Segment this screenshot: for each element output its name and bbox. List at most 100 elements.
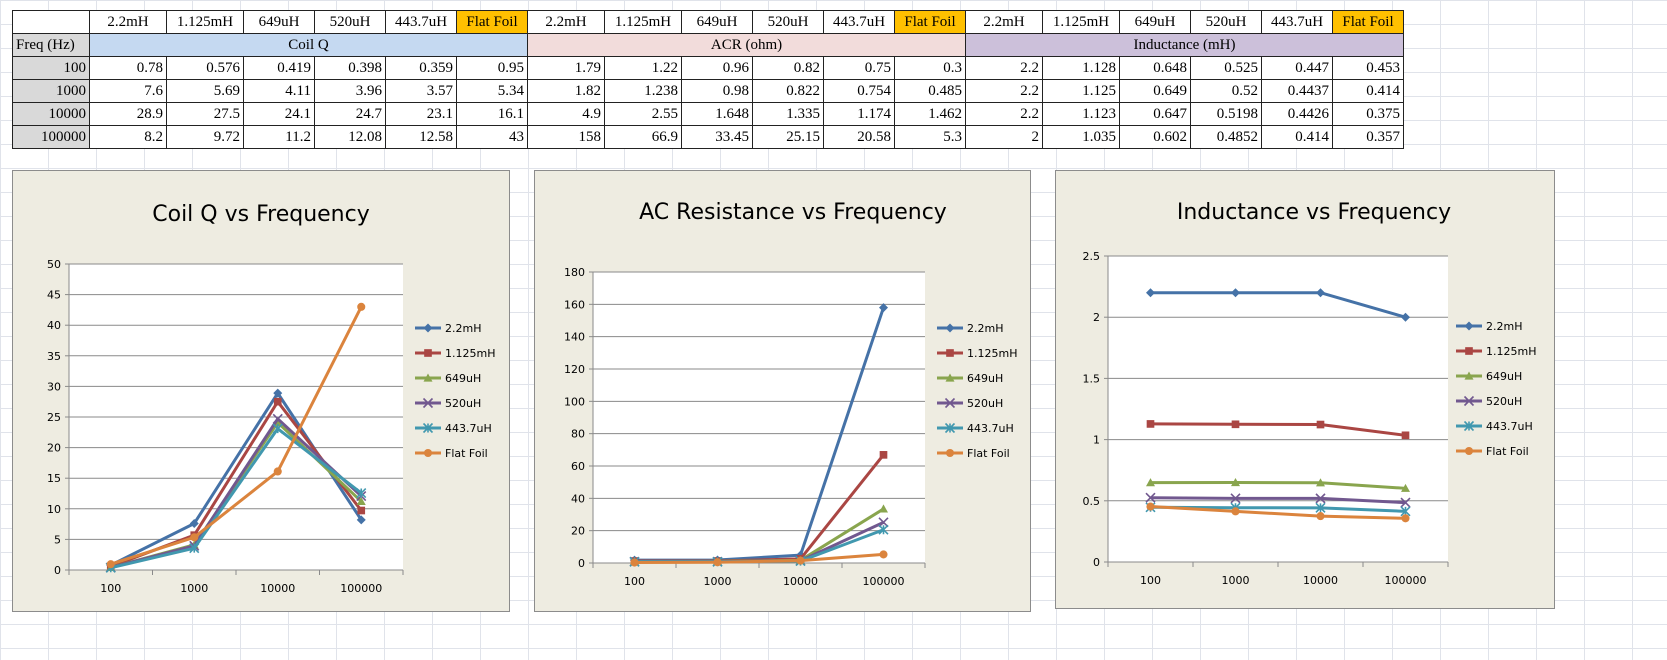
value-cell[interactable]: 5.3 bbox=[894, 125, 966, 149]
value-cell[interactable]: 0.822 bbox=[752, 79, 824, 103]
value-cell[interactable]: 0.95 bbox=[456, 56, 528, 80]
value-cell[interactable]: 3.96 bbox=[314, 79, 386, 103]
value-cell[interactable]: 33.45 bbox=[681, 125, 753, 149]
header-cell[interactable]: 1.125mH bbox=[166, 10, 244, 34]
value-cell[interactable]: 0.4426 bbox=[1261, 102, 1333, 126]
chart-panel-acr[interactable]: AC Resistance vs Frequency 0 20 40 60 80 100 12… bbox=[534, 170, 1031, 612]
value-cell[interactable]: 0.78 bbox=[89, 56, 167, 80]
header-cell[interactable]: 2.2mH bbox=[89, 10, 167, 34]
value-cell[interactable]: 0.414 bbox=[1261, 125, 1333, 149]
header-cell[interactable]: Flat Foil bbox=[894, 10, 966, 34]
value-cell[interactable]: 158 bbox=[527, 125, 605, 149]
value-cell[interactable]: 0.75 bbox=[823, 56, 895, 80]
value-cell[interactable]: 2.55 bbox=[604, 102, 682, 126]
header-cell[interactable]: 443.7uH bbox=[1261, 10, 1333, 34]
value-cell[interactable]: 3.57 bbox=[385, 79, 457, 103]
value-cell[interactable]: 5.69 bbox=[166, 79, 244, 103]
chart-panel-inductance[interactable]: Inductance vs Frequency 0 0.5 1 1.5 2 2.5 100 10… bbox=[1055, 170, 1555, 609]
value-cell[interactable]: 24.7 bbox=[314, 102, 386, 126]
value-cell[interactable]: 1.123 bbox=[1042, 102, 1120, 126]
value-cell[interactable]: 25.15 bbox=[752, 125, 824, 149]
value-cell[interactable]: 12.08 bbox=[314, 125, 386, 149]
value-cell[interactable]: 0.98 bbox=[681, 79, 753, 103]
value-cell[interactable]: 11.2 bbox=[243, 125, 315, 149]
value-cell[interactable]: 0.96 bbox=[681, 56, 753, 80]
value-cell[interactable]: 0.3 bbox=[894, 56, 966, 80]
group-acr[interactable]: ACR (ohm) bbox=[527, 33, 966, 57]
value-cell[interactable]: 4.9 bbox=[527, 102, 605, 126]
header-cell[interactable]: 649uH bbox=[1119, 10, 1191, 34]
value-cell[interactable]: 16.1 bbox=[456, 102, 528, 126]
header-cell[interactable]: Flat Foil bbox=[456, 10, 528, 34]
value-cell[interactable]: 20.58 bbox=[823, 125, 895, 149]
header-cell[interactable]: 649uH bbox=[243, 10, 315, 34]
value-cell[interactable]: 0.359 bbox=[385, 56, 457, 80]
value-cell[interactable]: 0.414 bbox=[1332, 79, 1404, 103]
value-cell[interactable]: 4.11 bbox=[243, 79, 315, 103]
value-cell[interactable]: 0.52 bbox=[1190, 79, 1262, 103]
header-cell[interactable]: 1.125mH bbox=[1042, 10, 1120, 34]
header-cell[interactable]: 2.2mH bbox=[965, 10, 1043, 34]
value-cell[interactable]: 23.1 bbox=[385, 102, 457, 126]
value-cell[interactable]: 1.035 bbox=[1042, 125, 1120, 149]
value-cell[interactable]: 9.72 bbox=[166, 125, 244, 149]
value-cell[interactable]: 0.754 bbox=[823, 79, 895, 103]
value-cell[interactable]: 0.648 bbox=[1119, 56, 1191, 80]
value-cell[interactable]: 2.2 bbox=[965, 79, 1043, 103]
value-cell[interactable]: 0.419 bbox=[243, 56, 315, 80]
freq-cell[interactable]: 100 bbox=[12, 56, 90, 80]
value-cell[interactable]: 0.447 bbox=[1261, 56, 1333, 80]
value-cell[interactable]: 0.4852 bbox=[1190, 125, 1262, 149]
freq-label[interactable]: Freq (Hz) bbox=[12, 33, 90, 57]
freq-cell[interactable]: 100000 bbox=[12, 125, 90, 149]
value-cell[interactable]: 0.453 bbox=[1332, 56, 1404, 80]
value-cell[interactable]: 43 bbox=[456, 125, 528, 149]
value-cell[interactable]: 2 bbox=[965, 125, 1043, 149]
group-inductance[interactable]: Inductance (mH) bbox=[965, 33, 1404, 57]
value-cell[interactable]: 12.58 bbox=[385, 125, 457, 149]
header-cell[interactable]: 520uH bbox=[1190, 10, 1262, 34]
value-cell[interactable]: 0.375 bbox=[1332, 102, 1404, 126]
value-cell[interactable]: 1.125 bbox=[1042, 79, 1120, 103]
header-cell[interactable]: 649uH bbox=[681, 10, 753, 34]
group-coil-q[interactable]: Coil Q bbox=[89, 33, 528, 57]
value-cell[interactable]: 28.9 bbox=[89, 102, 167, 126]
value-cell[interactable]: 1.82 bbox=[527, 79, 605, 103]
header-cell[interactable]: 443.7uH bbox=[823, 10, 895, 34]
freq-cell[interactable]: 10000 bbox=[12, 102, 90, 126]
value-cell[interactable]: 0.5198 bbox=[1190, 102, 1262, 126]
value-cell[interactable]: 1.238 bbox=[604, 79, 682, 103]
value-cell[interactable]: 0.4437 bbox=[1261, 79, 1333, 103]
value-cell[interactable]: 0.485 bbox=[894, 79, 966, 103]
header-cell[interactable]: 2.2mH bbox=[527, 10, 605, 34]
value-cell[interactable]: 1.79 bbox=[527, 56, 605, 80]
value-cell[interactable]: 1.128 bbox=[1042, 56, 1120, 80]
value-cell[interactable]: 0.525 bbox=[1190, 56, 1262, 80]
value-cell[interactable]: 24.1 bbox=[243, 102, 315, 126]
value-cell[interactable]: 8.2 bbox=[89, 125, 167, 149]
header-cell[interactable]: 520uH bbox=[752, 10, 824, 34]
value-cell[interactable]: 0.602 bbox=[1119, 125, 1191, 149]
value-cell[interactable]: 0.357 bbox=[1332, 125, 1404, 149]
value-cell[interactable]: 5.34 bbox=[456, 79, 528, 103]
header-cell[interactable]: 443.7uH bbox=[385, 10, 457, 34]
value-cell[interactable]: 2.2 bbox=[965, 102, 1043, 126]
value-cell[interactable]: 0.649 bbox=[1119, 79, 1191, 103]
value-cell[interactable]: 1.174 bbox=[823, 102, 895, 126]
value-cell[interactable]: 1.648 bbox=[681, 102, 753, 126]
value-cell[interactable]: 66.9 bbox=[604, 125, 682, 149]
header-cell[interactable]: 520uH bbox=[314, 10, 386, 34]
corner-cell[interactable] bbox=[12, 10, 90, 34]
value-cell[interactable]: 1.335 bbox=[752, 102, 824, 126]
value-cell[interactable]: 1.22 bbox=[604, 56, 682, 80]
header-cell[interactable]: 1.125mH bbox=[604, 10, 682, 34]
value-cell[interactable]: 0.398 bbox=[314, 56, 386, 80]
header-cell[interactable]: Flat Foil bbox=[1332, 10, 1404, 34]
value-cell[interactable]: 7.6 bbox=[89, 79, 167, 103]
value-cell[interactable]: 27.5 bbox=[166, 102, 244, 126]
value-cell[interactable]: 2.2 bbox=[965, 56, 1043, 80]
chart-panel-coil-q[interactable]: Coil Q vs Frequency 0 5 10 15 20 25 30 35 40 45 50 1… bbox=[12, 170, 510, 612]
value-cell[interactable]: 1.462 bbox=[894, 102, 966, 126]
value-cell[interactable]: 0.576 bbox=[166, 56, 244, 80]
freq-cell[interactable]: 1000 bbox=[12, 79, 90, 103]
